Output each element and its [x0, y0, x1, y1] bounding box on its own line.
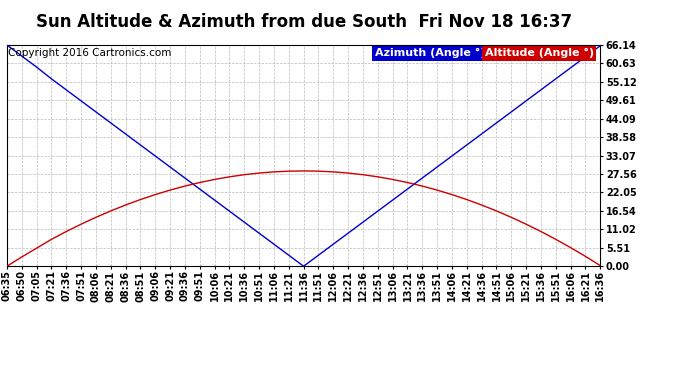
Text: Altitude (Angle °): Altitude (Angle °) [484, 48, 593, 58]
Text: Sun Altitude & Azimuth from due South  Fri Nov 18 16:37: Sun Altitude & Azimuth from due South Fr… [36, 13, 571, 31]
Text: Azimuth (Angle °): Azimuth (Angle °) [375, 48, 485, 58]
Text: Copyright 2016 Cartronics.com: Copyright 2016 Cartronics.com [8, 48, 171, 58]
